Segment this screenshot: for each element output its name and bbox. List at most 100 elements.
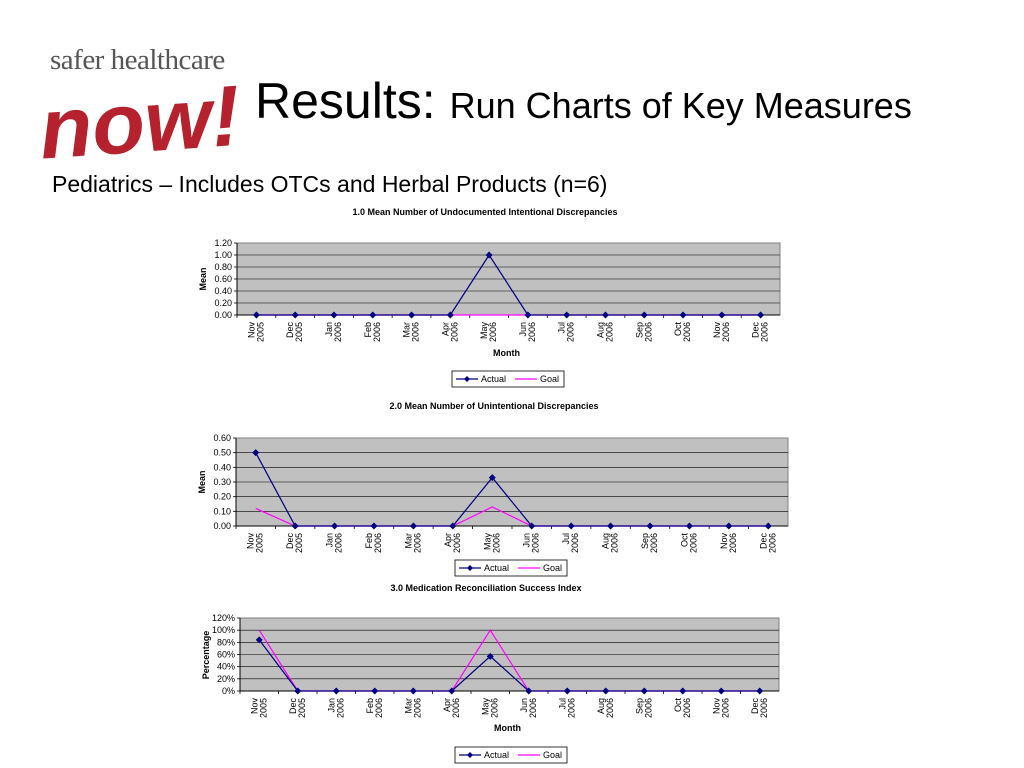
- x-tick-label: Jul2006: [561, 533, 580, 553]
- x-tick-label: Apr2006: [443, 533, 462, 553]
- y-tick-label: 0.10: [213, 506, 231, 516]
- y-tick-label: 0.80: [214, 262, 232, 272]
- y-tick-label: 20%: [217, 674, 235, 684]
- series-actual-point: [607, 522, 615, 530]
- chart-2-svg: 2.0 Mean Number of Unintentional Discrep…: [197, 401, 789, 577]
- series-actual-point: [718, 311, 726, 319]
- legend-goal-label: Goal: [543, 750, 562, 760]
- x-tick-label: May2006: [479, 322, 498, 343]
- series-actual-point: [486, 652, 494, 660]
- y-axis-label: Mean: [197, 470, 207, 493]
- x-tick-label: Mar2006: [403, 698, 422, 718]
- legend: [451, 370, 565, 388]
- y-tick-label: 0.20: [214, 298, 232, 308]
- series-actual-point: [448, 687, 456, 695]
- y-tick-label: 1.20: [214, 238, 232, 248]
- series-actual-point: [409, 687, 417, 695]
- x-tick-label: Oct2006: [673, 698, 692, 719]
- series-actual-point: [525, 687, 533, 695]
- series-actual-point: [449, 522, 457, 530]
- x-tick-label: Mar2006: [402, 322, 421, 342]
- series-actual-point: [409, 522, 417, 530]
- chart-1: 1.0 Mean Number of Undocumented Intentio…: [198, 207, 781, 388]
- x-tick-label: Jun2006: [519, 698, 538, 718]
- x-tick-label: Jun2006: [522, 533, 541, 553]
- series-actual-point: [330, 311, 338, 319]
- y-tick-label: 0.40: [214, 286, 232, 296]
- series-actual-point: [757, 311, 765, 319]
- page-title-sub: Run Charts of Key Measures: [449, 85, 912, 126]
- x-axis-label: Month: [494, 723, 521, 733]
- x-tick-label: Dec2006: [750, 698, 769, 719]
- series-actual-point: [601, 311, 609, 319]
- legend-actual-label: Actual: [484, 563, 509, 573]
- x-tick-label: Dec2006: [751, 322, 770, 343]
- y-tick-label: 60%: [217, 650, 235, 660]
- series-actual-point: [291, 522, 299, 530]
- y-tick-label: 0.00: [214, 310, 232, 320]
- logo-top-text: safer healthcare: [50, 44, 225, 76]
- series-actual-point: [646, 522, 654, 530]
- legend: [454, 559, 568, 577]
- x-tick-label: Feb2006: [364, 533, 383, 553]
- y-tick-label: 0.50: [213, 448, 231, 458]
- series-actual-point: [685, 522, 693, 530]
- x-tick-label: Feb2006: [365, 698, 384, 718]
- series-actual-point: [252, 449, 260, 457]
- x-tick-label: Dec2005: [285, 322, 304, 343]
- legend-goal-label: Goal: [540, 374, 559, 384]
- series-actual-point: [252, 311, 260, 319]
- series-actual-point: [563, 311, 571, 319]
- logo-mark: now!: [36, 68, 243, 162]
- x-tick-label: May2006: [480, 698, 499, 719]
- legend-actual-marker: [464, 376, 470, 382]
- y-tick-label: 40%: [217, 662, 235, 672]
- x-tick-label: Sep2006: [634, 698, 653, 718]
- series-actual-line: [258, 639, 760, 692]
- series-actual-point: [446, 311, 454, 319]
- y-tick-label: 1.00: [214, 250, 232, 260]
- series-actual-point: [717, 687, 725, 695]
- y-tick-label: 0%: [222, 686, 235, 696]
- y-tick-label: 0.40: [213, 462, 231, 472]
- series-actual-point: [371, 687, 379, 695]
- chart-1-svg: 1.0 Mean Number of Undocumented Intentio…: [198, 207, 781, 388]
- x-tick-label: Dec2005: [288, 698, 307, 719]
- x-tick-label: May2006: [482, 533, 501, 554]
- legend-actual-label: Actual: [481, 374, 506, 384]
- series-actual-point: [563, 687, 571, 695]
- series-actual-point: [524, 311, 532, 319]
- chart-2: 2.0 Mean Number of Unintentional Discrep…: [197, 401, 789, 577]
- series-actual-point: [640, 311, 648, 319]
- legend-actual-label: Actual: [484, 750, 509, 760]
- x-tick-label: Nov2006: [712, 322, 731, 343]
- series-actual-point: [408, 311, 416, 319]
- x-tick-label: Nov2005: [249, 698, 268, 719]
- x-tick-label: Dec2005: [285, 533, 304, 554]
- y-tick-label: 0.60: [213, 433, 231, 443]
- series-actual-point: [255, 636, 263, 644]
- x-tick-label: Apr2006: [440, 322, 459, 342]
- series-actual-point: [332, 687, 340, 695]
- logo-script-text: now!: [36, 68, 243, 162]
- series-actual-point: [294, 687, 302, 695]
- x-tick-label: Oct2006: [679, 533, 698, 554]
- x-tick-label: Jan2006: [325, 533, 344, 553]
- y-tick-label: 0.60: [214, 274, 232, 284]
- series-actual-point: [679, 687, 687, 695]
- x-tick-label: Oct2006: [673, 322, 692, 343]
- x-tick-label: Sep2006: [640, 533, 659, 553]
- series-actual-point: [567, 522, 575, 530]
- logo: safer healthcare now!: [36, 30, 261, 162]
- y-tick-label: 0.30: [213, 477, 231, 487]
- x-tick-label: Feb2006: [363, 322, 382, 342]
- x-axis-label: Month: [493, 348, 520, 358]
- y-axis-label: Percentage: [201, 631, 211, 680]
- y-tick-label: 120%: [212, 613, 235, 623]
- chart-title: 3.0 Medication Reconciliation Success In…: [390, 583, 581, 593]
- series-actual-point: [640, 687, 648, 695]
- page-subtitle: Pediatrics – Includes OTCs and Herbal Pr…: [52, 171, 608, 197]
- x-tick-label: Mar2006: [403, 533, 422, 553]
